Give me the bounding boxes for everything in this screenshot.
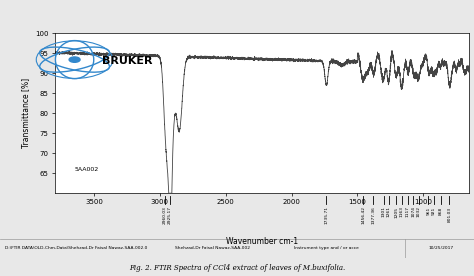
Text: 10/25/2017: 10/25/2017	[428, 246, 454, 250]
Text: 2925.17: 2925.17	[168, 206, 172, 224]
Text: Instrument type and / or acce: Instrument type and / or acce	[294, 246, 359, 250]
Text: Wavenumber cm-1: Wavenumber cm-1	[226, 237, 298, 246]
Text: 1074: 1074	[411, 206, 415, 217]
Y-axis label: Transmittance [%]: Transmittance [%]	[22, 78, 31, 148]
Circle shape	[69, 57, 80, 62]
Text: 2960.03: 2960.03	[163, 206, 167, 224]
Text: 5AA002: 5AA002	[74, 167, 99, 172]
Text: 1163: 1163	[400, 206, 404, 217]
Text: 1032: 1032	[417, 206, 421, 217]
Text: D:\FTIR DATA\OLD-Chm-Data\Shehzad-Dr Faisal Nawaz-SAA-002.0: D:\FTIR DATA\OLD-Chm-Data\Shehzad-Dr Fai…	[5, 246, 147, 250]
Text: 1735.71: 1735.71	[324, 206, 328, 224]
Text: Fig. 2. FTIR Spectra of CCl4 extract of leaves of M.buxifolia.: Fig. 2. FTIR Spectra of CCl4 extract of …	[129, 264, 345, 272]
Text: Shehzad-Dr Faisal Nawaz-SAA-002: Shehzad-Dr Faisal Nawaz-SAA-002	[175, 246, 250, 250]
Text: 1377.36: 1377.36	[372, 206, 375, 224]
Text: 801.03: 801.03	[447, 206, 451, 222]
Text: 1301: 1301	[382, 206, 385, 217]
Text: BRUKER: BRUKER	[102, 55, 153, 65]
Text: 868: 868	[438, 206, 443, 215]
Text: 921: 921	[432, 206, 436, 215]
Text: 1205: 1205	[394, 206, 398, 217]
Text: 961: 961	[426, 206, 430, 215]
Text: 1117: 1117	[406, 206, 410, 217]
Text: 1456.42: 1456.42	[361, 206, 365, 224]
Text: 1261: 1261	[387, 206, 391, 217]
